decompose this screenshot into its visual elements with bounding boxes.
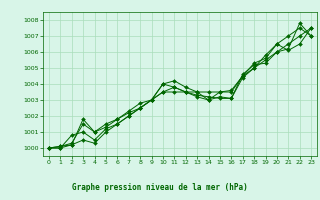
Text: Graphe pression niveau de la mer (hPa): Graphe pression niveau de la mer (hPa) <box>72 183 248 192</box>
